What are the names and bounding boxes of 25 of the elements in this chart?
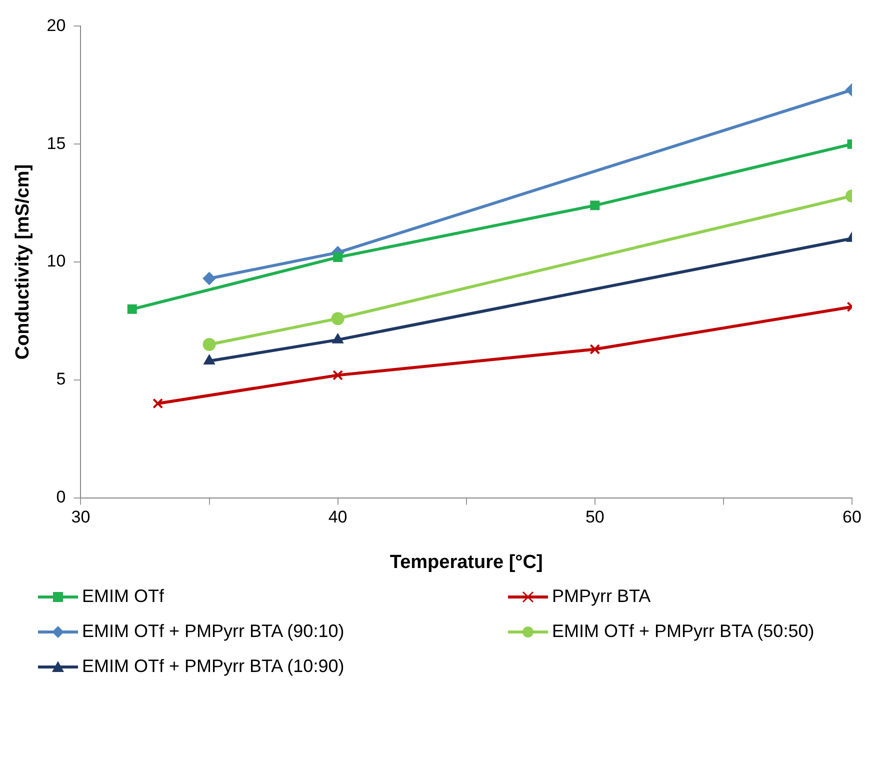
x-tick-label: 40: [328, 508, 348, 527]
y-tick-label: 10: [46, 252, 66, 271]
legend-label: EMIM OTf + PMPyrr BTA (90:10): [82, 621, 344, 642]
x-tick-label: 30: [71, 508, 90, 527]
point: [332, 370, 344, 380]
point: [152, 398, 164, 409]
x-axis-title: Temperature [°C]: [390, 552, 543, 573]
y-tick-label: 0: [56, 487, 66, 506]
point: [331, 312, 344, 326]
legend-label: EMIM OTf + PMPyrr BTA (10:90): [82, 656, 344, 677]
x-tick-label: 60: [842, 508, 862, 527]
legend-label: EMIM OTf + PMPyrr BTA (50:50): [552, 621, 814, 642]
x-tick-label: 50: [585, 508, 604, 527]
point: [332, 333, 344, 344]
point: [202, 338, 216, 352]
legend-label: EMIM OTf: [82, 586, 164, 607]
point: [333, 252, 343, 262]
point: [204, 354, 215, 365]
point: [202, 272, 216, 286]
y-tick-label: 15: [46, 134, 66, 153]
y-tick-label: 20: [46, 16, 66, 35]
y-axis-title: Conductivity [mS/cm]: [12, 164, 34, 360]
legend-label: PMPyrr BTA: [552, 586, 651, 607]
y-tick-label: 5: [56, 370, 66, 389]
point: [127, 304, 137, 314]
